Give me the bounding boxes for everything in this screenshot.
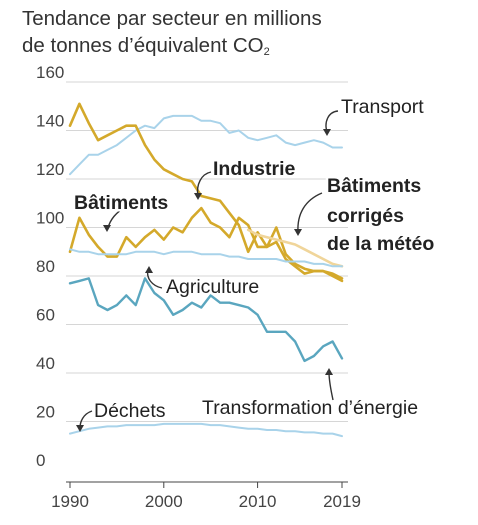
series-line-dechets (69, 422, 343, 438)
label-arrows (76, 110, 339, 432)
series-label-halo: de la météo (327, 233, 434, 255)
y-tick-label: 140 (36, 112, 64, 131)
chart-title-line2: de tonnes d’équivalent CO2 (22, 32, 322, 66)
x-tick-label: 2010 (239, 492, 277, 511)
arrowhead-agriculture (145, 266, 153, 273)
series-line-batiments (68, 206, 344, 283)
grid (66, 81, 348, 422)
x-tick-label: 1990 (51, 492, 89, 511)
arrowhead-batiments-meteo (294, 229, 302, 236)
arrow-batiments-meteo (297, 192, 323, 233)
series-label-de-la-meteo: de la météo (327, 233, 434, 255)
series-label-halo: Transport (341, 96, 424, 118)
series-label-halo: Déchets (94, 400, 166, 422)
x-tick-label: 2000 (145, 492, 183, 511)
series-line-batiments-corriges-de-la-meteo (246, 228, 344, 268)
arrowhead-dechets (76, 425, 84, 432)
x-axis: 1990 2000 2010 2019 (51, 481, 361, 511)
series-label-halo: corrigés (327, 205, 404, 227)
series-labels: TransportTransportIndustrieIndustrieBâti… (72, 94, 437, 425)
arrowhead-industrie (194, 193, 202, 200)
series-label-halo: Bâtiments (74, 192, 168, 214)
y-tick-label: 20 (36, 403, 55, 422)
series-label-halo: Agriculture (166, 276, 259, 298)
series-line-agriculture (69, 248, 343, 268)
series-label-halo: Bâtiments (327, 175, 421, 197)
y-axis-ticks: 0 20 40 60 80 100 120 140 160 (36, 63, 64, 470)
y-tick-label: 80 (36, 257, 55, 276)
series-label-agriculture: Agriculture (166, 276, 259, 298)
y-tick-label: 60 (36, 306, 55, 325)
chart-title: Tendance par secteur en millions de tonn… (22, 5, 322, 66)
series-label-batiments: Bâtiments (327, 175, 421, 197)
y-tick-label: 100 (36, 209, 64, 228)
series-label-dechets: Déchets (94, 400, 166, 422)
y-tick-label: 160 (36, 63, 64, 82)
arrowhead-transport (323, 129, 331, 136)
arrow-transport (325, 110, 339, 133)
x-tick-label: 2019 (323, 492, 361, 511)
series-label-corriges: corrigés (327, 205, 404, 227)
series-label-transformation-d-energie: Transformation d’énergie (202, 397, 418, 419)
y-tick-label: 40 (36, 354, 55, 373)
series-label-halo: Transformation d’énergie (202, 397, 418, 419)
series-line-industrie (68, 102, 344, 280)
arrowhead-transformation (325, 368, 333, 375)
series-label-batiments: Bâtiments (74, 192, 168, 214)
series-label-industrie: Industrie (213, 158, 295, 180)
y-tick-label: 0 (36, 451, 45, 470)
series-line-transport (69, 114, 343, 176)
y-tick-label: 120 (36, 160, 64, 179)
series-label-halo: Industrie (213, 158, 295, 180)
arrow-transformation (328, 371, 334, 401)
series-label-transport: Transport (341, 96, 424, 118)
chart-title-line2-text: de tonnes d’équivalent CO (22, 34, 264, 57)
chart-title-line1: Tendance par secteur en millions (22, 7, 322, 30)
series-lines (68, 102, 344, 438)
arrowhead-batiments (103, 225, 111, 232)
chart-title-subscript: 2 (263, 46, 270, 58)
series-line-transformation-d-energie (68, 277, 344, 363)
